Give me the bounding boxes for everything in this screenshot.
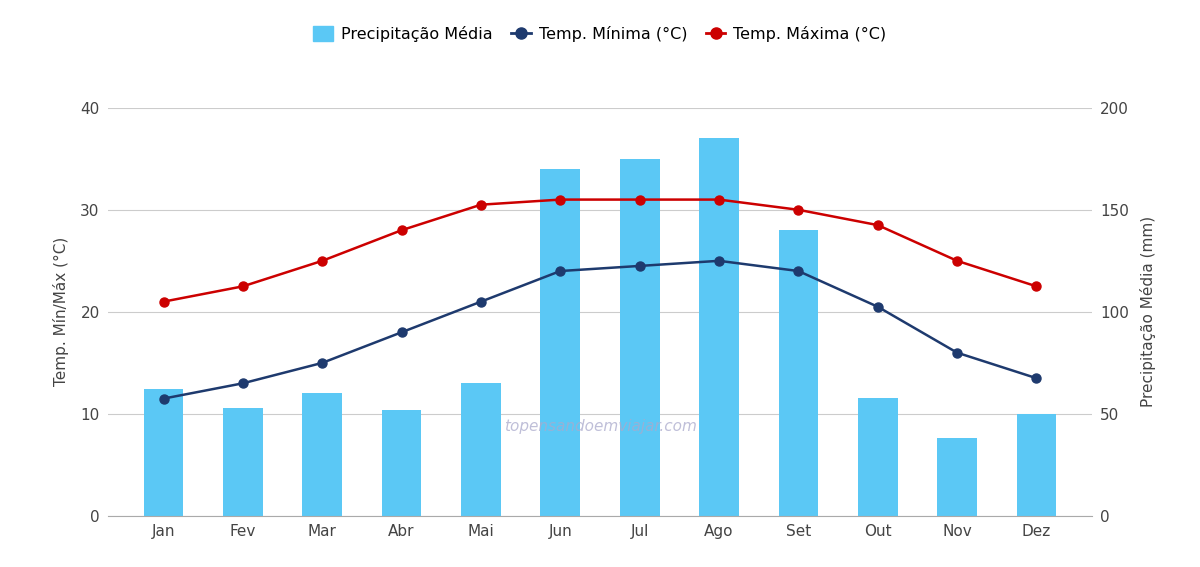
- Y-axis label: Temp. Mín/Máx (°C): Temp. Mín/Máx (°C): [53, 237, 70, 387]
- Bar: [382, 410, 421, 516]
- Bar: [540, 169, 580, 516]
- Bar: [144, 390, 184, 516]
- Bar: [223, 408, 263, 516]
- Bar: [1016, 414, 1056, 516]
- Bar: [302, 393, 342, 516]
- Text: topensandoemviajar.com: topensandoemviajar.com: [504, 418, 696, 434]
- Bar: [700, 138, 739, 516]
- Bar: [461, 383, 500, 516]
- Bar: [858, 397, 898, 516]
- Bar: [779, 230, 818, 516]
- Bar: [620, 159, 660, 516]
- Legend: Precipitação Média, Temp. Mínima (°C), Temp. Máxima (°C): Precipitação Média, Temp. Mínima (°C), T…: [313, 26, 887, 42]
- Y-axis label: Precipitação Média (mm): Precipitação Média (mm): [1140, 216, 1157, 408]
- Bar: [937, 438, 977, 516]
